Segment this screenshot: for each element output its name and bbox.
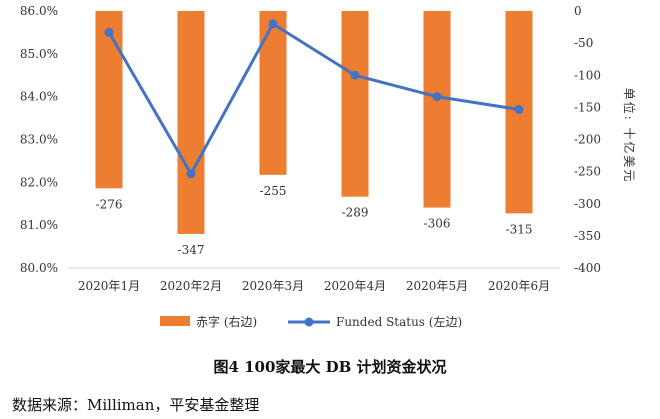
line-point xyxy=(104,27,114,37)
bar xyxy=(341,11,369,197)
left-tick-label: 81.0% xyxy=(20,218,58,232)
left-tick-label: 84.0% xyxy=(20,90,58,104)
bar-data-label: -255 xyxy=(260,184,287,198)
x-axis-labels: 2020年1月 2020年2月 2020年3月 2020年4月 2020年5月 2020年… xyxy=(78,279,550,293)
right-tick-label: -200 xyxy=(574,133,601,147)
right-tick-label: -150 xyxy=(574,100,601,114)
left-tick-label: 85.0% xyxy=(20,47,58,61)
right-axis-label: 单位: 十亿美元 xyxy=(622,88,637,184)
right-tick-label: -300 xyxy=(574,197,601,211)
x-tick-label: 2020年2月 xyxy=(160,279,222,293)
bar-data-label: -347 xyxy=(178,243,205,257)
left-tick-label: 86.0% xyxy=(20,4,58,18)
bar xyxy=(177,11,205,234)
legend-line-marker xyxy=(304,317,314,327)
bar-data-label: -276 xyxy=(96,197,123,211)
legend-bar-swatch xyxy=(160,316,190,326)
line-point xyxy=(432,92,442,102)
funded-status-line xyxy=(107,22,520,176)
data-source: 数据来源：Milliman，平安基金整理 xyxy=(12,396,260,414)
bar-data-labels: -276 -347 -255 -289 -306 -315 xyxy=(96,184,533,257)
bar-data-label: -289 xyxy=(342,206,369,220)
bar-data-label: -306 xyxy=(424,217,451,231)
legend: 赤字 (右边) Funded Status (左边) xyxy=(160,314,462,329)
bar xyxy=(95,11,123,189)
x-tick-label: 2020年1月 xyxy=(78,279,140,293)
right-tick-label: -250 xyxy=(574,165,601,179)
right-tick-label: -100 xyxy=(574,68,601,82)
line-point xyxy=(514,105,524,115)
x-tick-label: 2020年4月 xyxy=(324,279,386,293)
left-tick-label: 83.0% xyxy=(20,133,58,147)
x-tick-label: 2020年3月 xyxy=(242,279,304,293)
right-tick-label: 0 xyxy=(574,4,582,18)
right-axis-ticks: 0 -50 -100 -150 -200 -250 -300 -350 -400 xyxy=(574,4,601,275)
line-point xyxy=(268,19,278,29)
bar xyxy=(259,11,287,175)
line-point xyxy=(350,70,360,80)
figure-caption: 图4 100家最大 DB 计划资金状况 xyxy=(213,358,447,376)
x-tick-label: 2020年6月 xyxy=(488,279,550,293)
chart: -276 -347 -255 -289 -306 -315 80.0% 81.0% 82.0%… xyxy=(20,4,637,329)
left-axis-ticks: 80.0% 81.0% 82.0% 83.0% 84.0% 85.0% 86.0% xyxy=(20,4,58,275)
legend-bar-label: 赤字 (右边) xyxy=(196,314,257,329)
line-series xyxy=(104,19,524,179)
bar-data-label: -315 xyxy=(506,222,533,236)
bar xyxy=(423,11,451,208)
right-tick-label: -50 xyxy=(574,36,593,50)
legend-line-label: Funded Status (左边) xyxy=(336,314,462,329)
right-tick-label: -350 xyxy=(574,229,601,243)
left-tick-label: 82.0% xyxy=(20,175,58,189)
x-tick-label: 2020年5月 xyxy=(406,279,468,293)
left-tick-label: 80.0% xyxy=(20,261,58,275)
line-point xyxy=(186,169,196,179)
chart-svg: -276 -347 -255 -289 -306 -315 80.0% 81.0% 82.0%… xyxy=(20,4,637,329)
right-tick-label: -400 xyxy=(574,261,601,275)
